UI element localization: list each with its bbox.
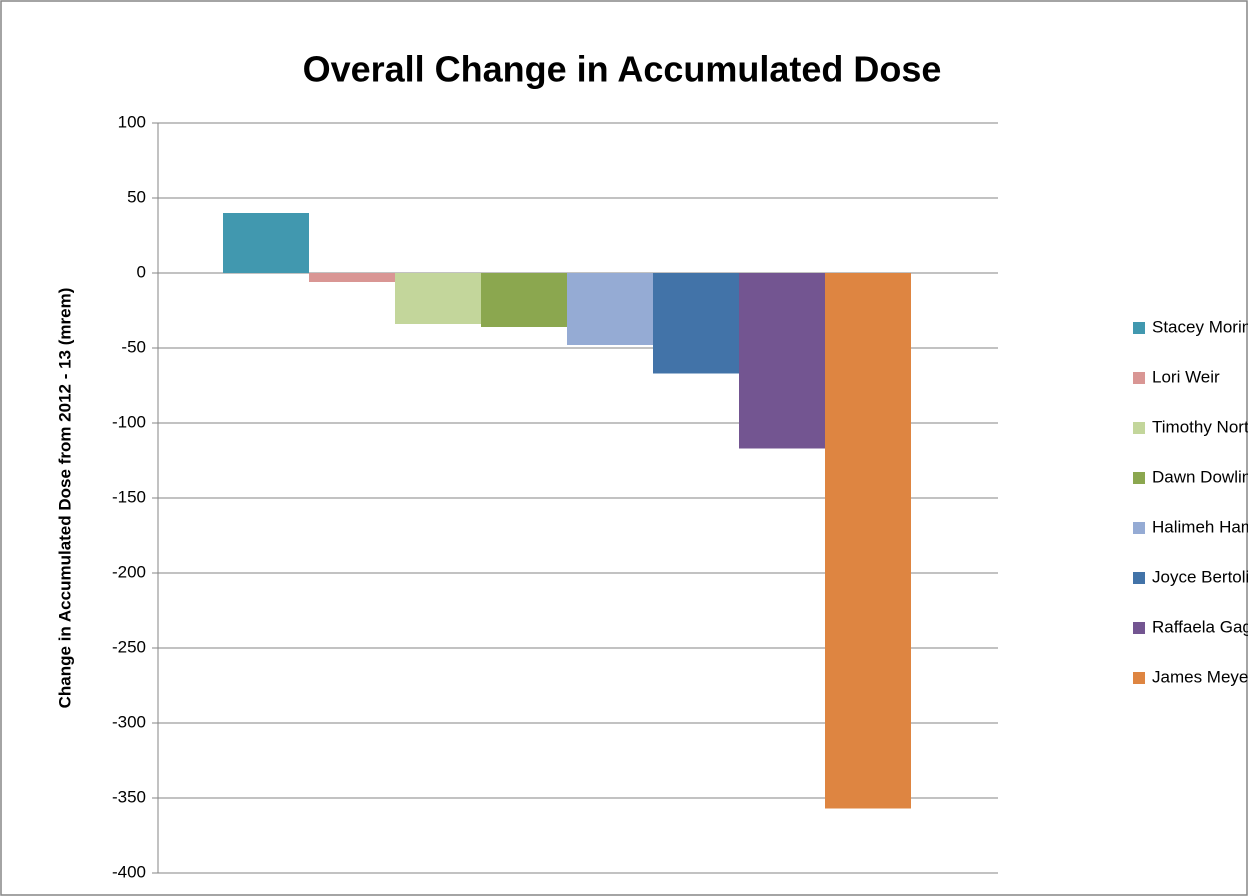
y-tick-label: -350 xyxy=(112,787,146,806)
legend-label: Timothy Norton xyxy=(1152,417,1248,436)
legend-swatch xyxy=(1133,372,1145,384)
legend-swatch xyxy=(1133,572,1145,584)
y-tick-label: -400 xyxy=(112,862,146,881)
bar xyxy=(825,273,911,809)
y-tick-label: -100 xyxy=(112,412,146,431)
bar xyxy=(653,273,739,374)
legend-label: Stacey Morin xyxy=(1152,317,1248,336)
legend-swatch xyxy=(1133,622,1145,634)
legend-swatch xyxy=(1133,522,1145,534)
legend-label: Halimeh Hamdi xyxy=(1152,517,1248,536)
y-axis-label: Change in Accumulated Dose from 2012 - 1… xyxy=(55,288,74,709)
legend-swatch xyxy=(1133,472,1145,484)
legend-label: Joyce Bertolino xyxy=(1152,567,1248,586)
legend-swatch xyxy=(1133,322,1145,334)
legend-label: Raffaela Gaglione xyxy=(1152,617,1248,636)
y-tick-label: 50 xyxy=(127,187,146,206)
y-tick-label: -150 xyxy=(112,487,146,506)
y-tick-label: -300 xyxy=(112,712,146,731)
y-tick-label: -250 xyxy=(112,637,146,656)
y-tick-label: 100 xyxy=(118,112,146,131)
bar xyxy=(223,213,309,273)
y-tick-label: 0 xyxy=(137,262,146,281)
legend-label: Lori Weir xyxy=(1152,367,1220,386)
y-tick-label: -200 xyxy=(112,562,146,581)
legend-swatch xyxy=(1133,422,1145,434)
y-tick-label: -50 xyxy=(121,337,146,356)
bar xyxy=(739,273,825,449)
bar xyxy=(309,273,395,282)
legend-swatch xyxy=(1133,672,1145,684)
bar xyxy=(567,273,653,345)
bar xyxy=(395,273,481,324)
chart-title: Overall Change in Accumulated Dose xyxy=(303,49,942,90)
legend-label: Dawn Dowling xyxy=(1152,467,1248,486)
legend-label: James Meyer xyxy=(1152,667,1248,686)
bar xyxy=(481,273,567,327)
